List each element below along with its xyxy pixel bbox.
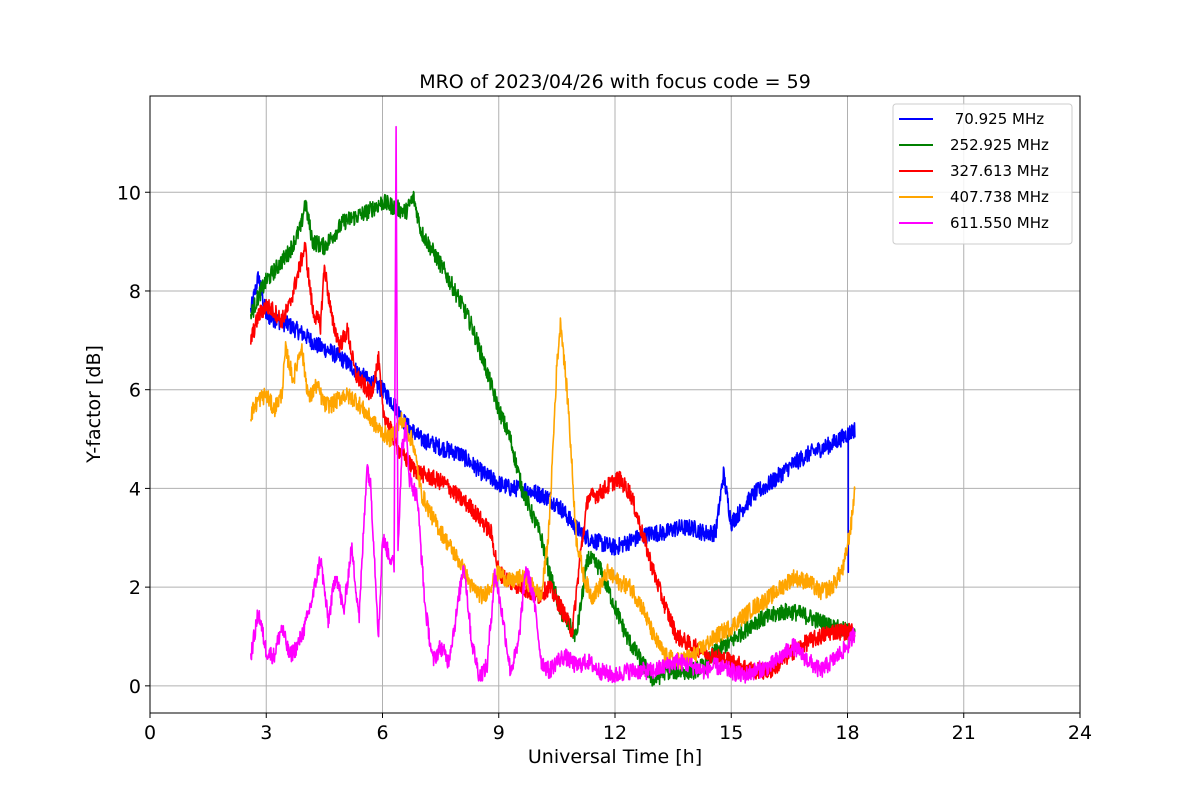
chart-title: MRO of 2023/04/26 with focus code = 59 <box>419 71 811 93</box>
x-tick-label: 9 <box>493 722 505 744</box>
y-axis-title: Y-factor [dB] <box>83 345 105 464</box>
series-4 <box>250 125 856 684</box>
y-tick-label: 0 <box>129 676 141 698</box>
legend-label: 252.925 MHz <box>950 136 1049 154</box>
x-tick-label: 18 <box>835 722 859 744</box>
legend-label: 70.925 MHz <box>950 110 1044 128</box>
x-tick-label: 3 <box>260 722 272 744</box>
x-tick-label: 6 <box>376 722 388 744</box>
series-line <box>250 271 856 574</box>
y-axis: 0 2 4 6 8 10 <box>117 182 150 698</box>
x-tick-label: 15 <box>719 722 743 744</box>
y-tick-label: 4 <box>129 478 141 500</box>
series-0 <box>250 271 856 574</box>
x-tick-label: 21 <box>952 722 976 744</box>
y-tick-label: 2 <box>129 577 141 599</box>
x-tick-label: 0 <box>144 722 156 744</box>
legend-box <box>892 103 1073 245</box>
y-tick-label: 8 <box>129 281 141 303</box>
y-tick-label: 10 <box>117 182 141 204</box>
series-3 <box>250 317 856 670</box>
x-tick-label: 24 <box>1068 722 1092 744</box>
legend: 70.925 MHz 252.925 MHz 327.613 MHz 407.738 … <box>892 103 1073 245</box>
y-tick-label: 6 <box>129 380 141 402</box>
x-axis-title: Universal Time [h] <box>528 746 702 768</box>
legend-label: 407.738 MHz <box>950 188 1049 206</box>
series-line <box>250 125 856 684</box>
legend-label: 611.550 MHz <box>950 214 1049 232</box>
x-tick-label: 12 <box>603 722 627 744</box>
series-line <box>250 317 856 670</box>
legend-label: 327.613 MHz <box>950 162 1049 180</box>
x-axis: 0 3 6 9 12 15 18 21 24 <box>144 713 1092 744</box>
series-layer <box>250 125 856 687</box>
